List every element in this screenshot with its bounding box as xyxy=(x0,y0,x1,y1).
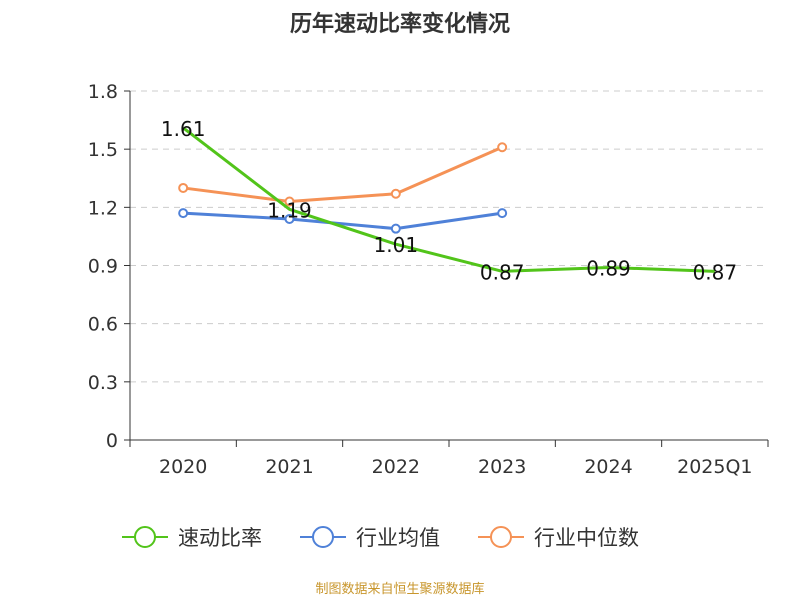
legend-marker xyxy=(134,526,156,548)
data-label: 1.61 xyxy=(161,117,206,141)
y-tick-label: 0 xyxy=(106,430,118,452)
data-point xyxy=(178,208,189,219)
y-tick-label: 0.6 xyxy=(88,314,118,336)
x-tick-label: 2021 xyxy=(265,456,313,478)
legend-item: 行业均值 xyxy=(300,526,440,550)
y-tick-label: 1.2 xyxy=(88,197,118,219)
data-point xyxy=(497,208,508,219)
data-point xyxy=(497,142,508,153)
legend-marker xyxy=(490,526,512,548)
data-point xyxy=(284,213,295,224)
legend-item: 速动比率 xyxy=(122,526,262,550)
x-tick-label: 2024 xyxy=(584,456,632,478)
x-tick-label: 2020 xyxy=(159,456,207,478)
legend-label: 行业均值 xyxy=(356,526,440,550)
legend-label: 行业中位数 xyxy=(534,526,639,550)
data-point xyxy=(178,182,189,193)
y-tick-label: 0.3 xyxy=(88,372,118,394)
x-tick-label: 2025Q1 xyxy=(677,456,752,478)
legend-item: 行业中位数 xyxy=(478,526,639,550)
chart-title: 历年速动比率变化情况 xyxy=(289,12,510,37)
data-label: 0.87 xyxy=(693,260,738,284)
series-line xyxy=(182,145,503,204)
data-label: 1.19 xyxy=(267,198,312,222)
y-tick-label: 0.9 xyxy=(88,256,118,278)
data-label: 0.87 xyxy=(480,260,525,284)
data-point xyxy=(390,188,401,199)
legend-marker xyxy=(312,526,334,548)
data-label: 0.89 xyxy=(586,256,631,280)
x-tick-label: 2023 xyxy=(478,456,526,478)
data-point xyxy=(390,223,401,234)
x-tick-label: 2022 xyxy=(372,456,420,478)
data-point xyxy=(284,196,295,207)
series-line xyxy=(183,211,503,231)
legend-label: 速动比率 xyxy=(178,526,262,550)
series-line xyxy=(182,126,715,273)
y-tick-label: 1.8 xyxy=(88,81,118,103)
data-label: 1.01 xyxy=(374,233,419,257)
y-tick-label: 1.5 xyxy=(88,139,118,161)
source-footer: 制图数据来自恒生聚源数据库 xyxy=(315,582,485,597)
